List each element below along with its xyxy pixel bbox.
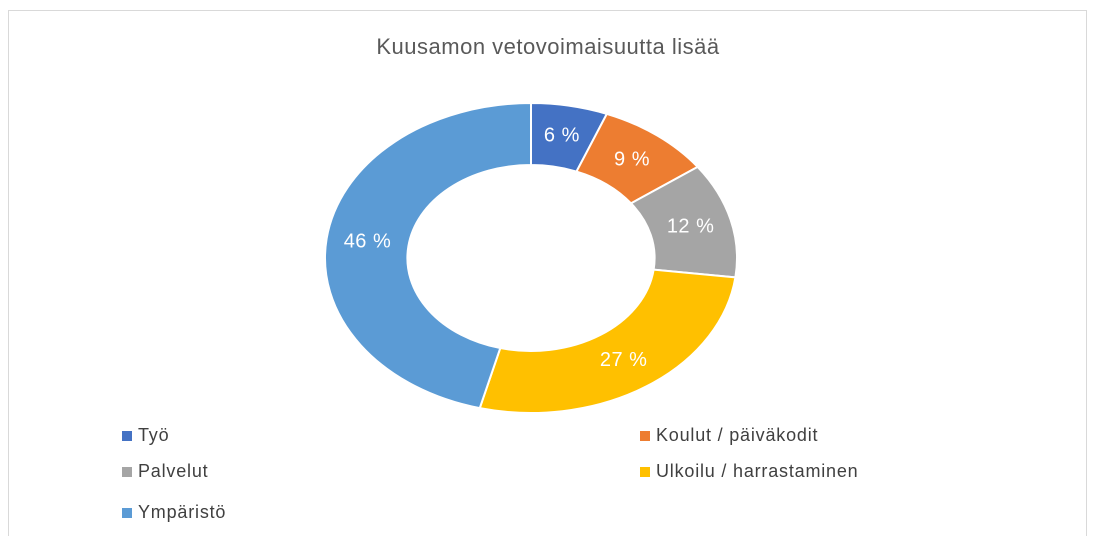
data-label: 27 %: [600, 349, 648, 371]
chart-title: Kuusamon vetovoimaisuutta lisää: [376, 34, 719, 59]
legend-label: Koulut / päiväkodit: [656, 425, 818, 445]
data-label: 9 %: [614, 148, 650, 170]
legend-label: Palvelut: [138, 461, 208, 481]
chart-frame: [8, 10, 1087, 536]
legend-label: Ympäristö: [138, 502, 226, 522]
data-label: 46 %: [344, 231, 392, 253]
legend-swatch: [122, 431, 132, 441]
donut-slice: [324, 101, 532, 410]
legend-swatch: [640, 431, 650, 441]
data-label: 12 %: [667, 215, 715, 237]
donut-slice: [478, 268, 737, 414]
legend-swatch: [122, 508, 132, 518]
legend-label: Työ: [138, 425, 169, 445]
legend-swatch: [640, 467, 650, 477]
legend-swatch: [122, 467, 132, 477]
data-label: 6 %: [544, 124, 580, 146]
legend-label: Ulkoilu / harrastaminen: [656, 461, 858, 481]
